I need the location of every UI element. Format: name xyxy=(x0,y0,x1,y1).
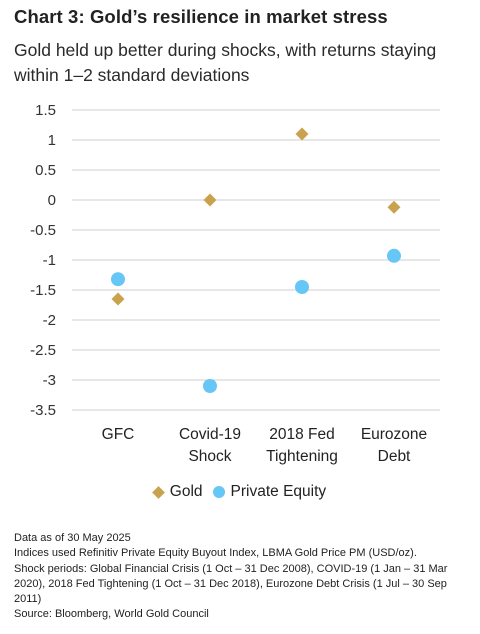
y-tick-label: -2 xyxy=(43,312,56,329)
private-equity-point xyxy=(387,248,401,263)
legend-gold-marker xyxy=(151,485,165,499)
y-tick-label: -3.5 xyxy=(30,402,56,419)
footnotes: Data as of 30 May 2025 Indices used Refi… xyxy=(14,531,470,623)
private-equity-point xyxy=(295,280,309,294)
x-axis-categories: GFC Covid-19 Shock 2018 Fed Tightening Eurozo… xyxy=(102,426,428,465)
note-data-date: Data as of 30 May 2025 xyxy=(14,532,131,544)
private-equity-point xyxy=(111,272,125,287)
y-tick-label: 1 xyxy=(48,132,56,149)
note-indices: Indices used Refinitiv Private Equity Bu… xyxy=(14,547,417,560)
y-tick-label: -1 xyxy=(43,252,56,269)
legend-private-equity-label: Private Equity xyxy=(230,483,327,500)
x-category-label: Tightening xyxy=(266,448,338,465)
note-source: Source: Bloomberg, World Gold Council xyxy=(14,608,209,621)
x-category-label: Debt xyxy=(378,448,411,465)
x-category-label: 2018 Fed xyxy=(269,426,335,443)
x-category-label: Shock xyxy=(188,448,231,465)
scatter-chart: 1.5 1 0.5 0 -0.5 -1 -1.5 -2 -2.5 -3 -3.5 GFC Covid-… xyxy=(30,102,440,465)
gridlines xyxy=(72,109,440,411)
legend-gold-label: Gold xyxy=(169,483,203,500)
gold-point xyxy=(295,127,309,141)
legend: Gold Private Equity xyxy=(0,483,480,501)
y-tick-label: 0.5 xyxy=(35,162,56,179)
x-category-label: Covid-19 xyxy=(179,426,241,443)
y-tick-label: 1.5 xyxy=(35,102,56,119)
x-category-label: GFC xyxy=(102,426,135,443)
data-points xyxy=(111,127,401,393)
y-tick-label: -2.5 xyxy=(30,342,56,359)
x-category-label: Eurozone xyxy=(361,426,427,443)
gold-point xyxy=(111,292,125,306)
gold-point xyxy=(387,200,401,214)
y-tick-label: -0.5 xyxy=(30,222,56,239)
y-tick-label: 0 xyxy=(48,192,56,209)
chart-title: Chart 3: Gold’s resilience in market str… xyxy=(14,6,388,27)
gold-point xyxy=(203,193,217,207)
legend-private-equity-marker xyxy=(212,486,225,498)
chart-subtitle: Gold held up better during shocks, with … xyxy=(14,40,437,85)
private-equity-point xyxy=(203,379,217,393)
y-axis-ticks: 1.5 1 0.5 0 -0.5 -1 -1.5 -2 -2.5 -3 -3.5 xyxy=(30,102,56,419)
y-tick-label: -3 xyxy=(43,372,56,389)
note-shock-periods: Shock periods: Global Financial Crisis (… xyxy=(14,562,448,606)
y-tick-label: -1.5 xyxy=(30,282,56,299)
